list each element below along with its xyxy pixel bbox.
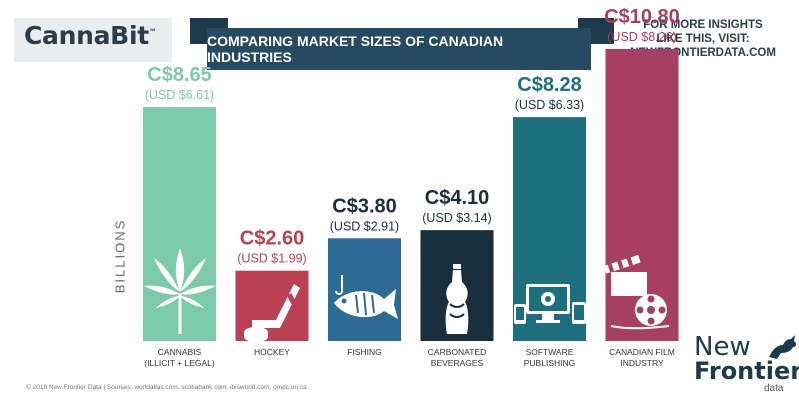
bars-layer [143,49,679,341]
new-frontier-logo: New Frontier data [694,332,799,394]
insights-line-1: FOR MORE INSIGHTS [643,19,763,31]
logo-line-frontier: Frontier [694,357,799,385]
labels-layer: C$8.65 (USD $6.61) CANNABIS(ILLICIT + LEGA… [144,6,680,368]
category-sublabel-4: BEVERAGES [431,358,484,368]
usd-label-5: (USD $6.33) [515,98,584,112]
value-label-3: C$3.80 [332,195,397,217]
category-label-4: CARBONATED [428,347,486,357]
logo-line-new: New [694,332,751,362]
value-label-2: C$2.60 [240,228,305,250]
devices-gear-icon [514,284,586,324]
usd-label-4: (USD $3.14) [422,211,491,225]
cannabis-leaf-icon [144,248,216,334]
usd-label-6: (USD $8.26) [607,30,676,44]
category-sublabel-5: PUBLISHING [524,358,576,368]
category-label-3: FISHING [347,347,381,357]
icons-layer [144,248,670,342]
category-label-2: HOCKEY [254,347,290,357]
hockey-stick-icon [244,284,300,342]
value-label-6: C$10.80 [604,6,680,28]
category-label-1: CANNABIS [158,347,202,357]
value-label-5: C$8.28 [517,74,582,96]
category-label-5: SOFTWARE [526,347,574,357]
logo-line-data: data [764,383,784,394]
brand-name: CannaBit [24,21,149,50]
usd-label-1: (USD $6.61) [145,88,214,102]
chart-title: COMPARING MARKET SIZES OF CANADIAN INDUS… [207,33,504,65]
brand-logo: CannaBit™ [24,21,157,50]
category-label-6: CANADIAN FILM [609,347,675,357]
usd-label-2: (USD $1.99) [237,252,306,266]
category-sublabel-6: INDUSTRY [620,358,664,368]
category-sublabel-1: (ILLICIT + LEGAL) [144,358,215,368]
usd-label-3: (USD $2.91) [330,219,399,233]
value-label-4: C$4.10 [425,187,490,209]
film-clapper-icon [603,254,670,330]
soda-bottle-icon [445,264,469,334]
chart-title-banner: COMPARING MARKET SIZES OF CANADIAN INDUS… [207,28,591,70]
insights-line-2: LIKE THIS, VISIT: [656,33,750,45]
bar-3 [328,238,401,341]
source-footnote: © 2018 New Frontier Data | Sources: worl… [26,384,307,391]
brand-tm: ™ [148,27,157,37]
horse-rider-icon [769,335,797,359]
brand-logo-box [14,18,172,62]
fish-icon [334,275,398,319]
value-label-1: C$8.65 [147,64,212,86]
